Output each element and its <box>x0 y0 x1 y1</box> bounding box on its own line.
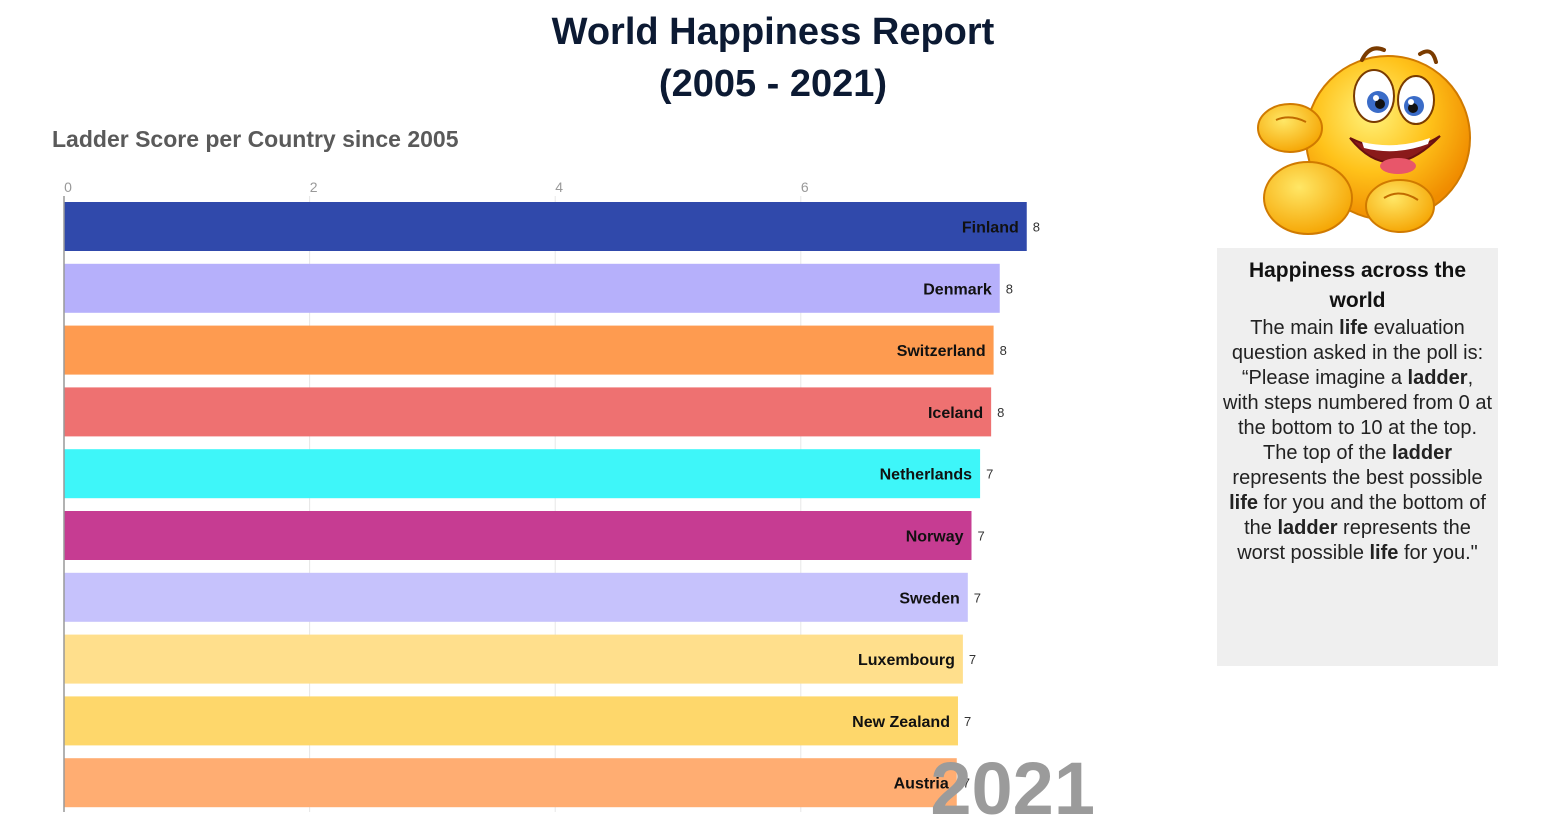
bar-value-label: 7 <box>974 590 981 605</box>
happy-smiley-icon <box>1257 46 1471 235</box>
bar-value-label: 7 <box>986 467 993 482</box>
bar-category-label: Sweden <box>899 590 959 607</box>
bar-iceland <box>64 387 992 437</box>
bar-value-label: 7 <box>964 714 971 729</box>
bar-value-label: 7 <box>969 652 976 667</box>
bar-value-label: 8 <box>997 405 1004 420</box>
bar-sweden <box>64 572 968 622</box>
info-keyword: life <box>1339 317 1369 339</box>
chart-title-line2: (2005 - 2021) <box>658 63 888 105</box>
info-text-segment: “Please imagine a <box>1241 367 1408 389</box>
bar-value-label: 8 <box>1033 220 1040 235</box>
bar-norway <box>64 511 972 560</box>
info-text-segment: , with steps numbered from 0 at the bott… <box>1223 367 1493 464</box>
x-tick-label: 4 <box>555 179 563 195</box>
info-keyword: life <box>1369 542 1399 564</box>
bar-category-label: Denmark <box>923 281 992 298</box>
bar-luxembourg <box>64 634 963 684</box>
bar-finland <box>64 202 1027 251</box>
info-panel-title: Happiness across the world <box>1248 259 1467 312</box>
info-keyword: ladder <box>1391 442 1452 464</box>
x-tick-label: 6 <box>801 179 809 195</box>
bar-category-label: Norway <box>906 529 964 546</box>
info-text-segment: evaluation question asked in the poll is… <box>1231 317 1484 364</box>
bar-value-label: 8 <box>1000 343 1007 358</box>
chart-subtitle: Ladder Score per Country since 2005 <box>52 126 459 152</box>
bar-category-label: Netherlands <box>880 467 973 484</box>
bar-value-label: 8 <box>1006 281 1013 296</box>
info-text-segment: represents the worst possible <box>1237 517 1471 564</box>
info-text-segment: for you and the bottom of the <box>1244 492 1486 539</box>
chart-title: World Happiness Report (2005 - 2021) <box>0 6 1546 110</box>
bar-category-label: Iceland <box>928 405 983 422</box>
x-tick-label: 2 <box>310 179 318 195</box>
info-keyword: ladder <box>1407 367 1468 389</box>
info-panel-text: The main life evaluation question asked … <box>1217 316 1498 566</box>
x-tick-label: 0 <box>64 179 72 195</box>
bar-category-label: Finland <box>962 220 1019 237</box>
info-panel: Happiness across the world The main life… <box>1217 248 1498 666</box>
year-label: 2021 <box>930 747 1095 822</box>
bar-switzerland <box>64 325 994 375</box>
info-text-segment: for you." <box>1398 542 1478 564</box>
bar-category-label: Switzerland <box>897 343 986 360</box>
bar-netherlands <box>64 449 981 499</box>
chart-title-line1: World Happiness Report <box>551 11 995 53</box>
bar-new-zealand <box>64 696 958 746</box>
bar-category-label: New Zealand <box>852 714 950 731</box>
bar-value-label: 7 <box>977 529 984 544</box>
info-text-segment: The main <box>1250 317 1340 339</box>
info-keyword: life <box>1229 492 1258 514</box>
bar-value-label: 7 <box>963 776 970 791</box>
bar-category-label: Luxembourg <box>858 652 955 669</box>
bar-denmark <box>64 263 1000 313</box>
info-text-segment: represents the best possible <box>1232 467 1483 489</box>
bar-category-label: Austria <box>894 776 949 793</box>
bar-austria <box>64 758 957 808</box>
info-keyword: ladder <box>1277 517 1338 539</box>
bar-chart: 0 2 4 6 Finland 8 Denmark 8 Switzerland 8 Iceland 8… <box>63 179 1095 822</box>
